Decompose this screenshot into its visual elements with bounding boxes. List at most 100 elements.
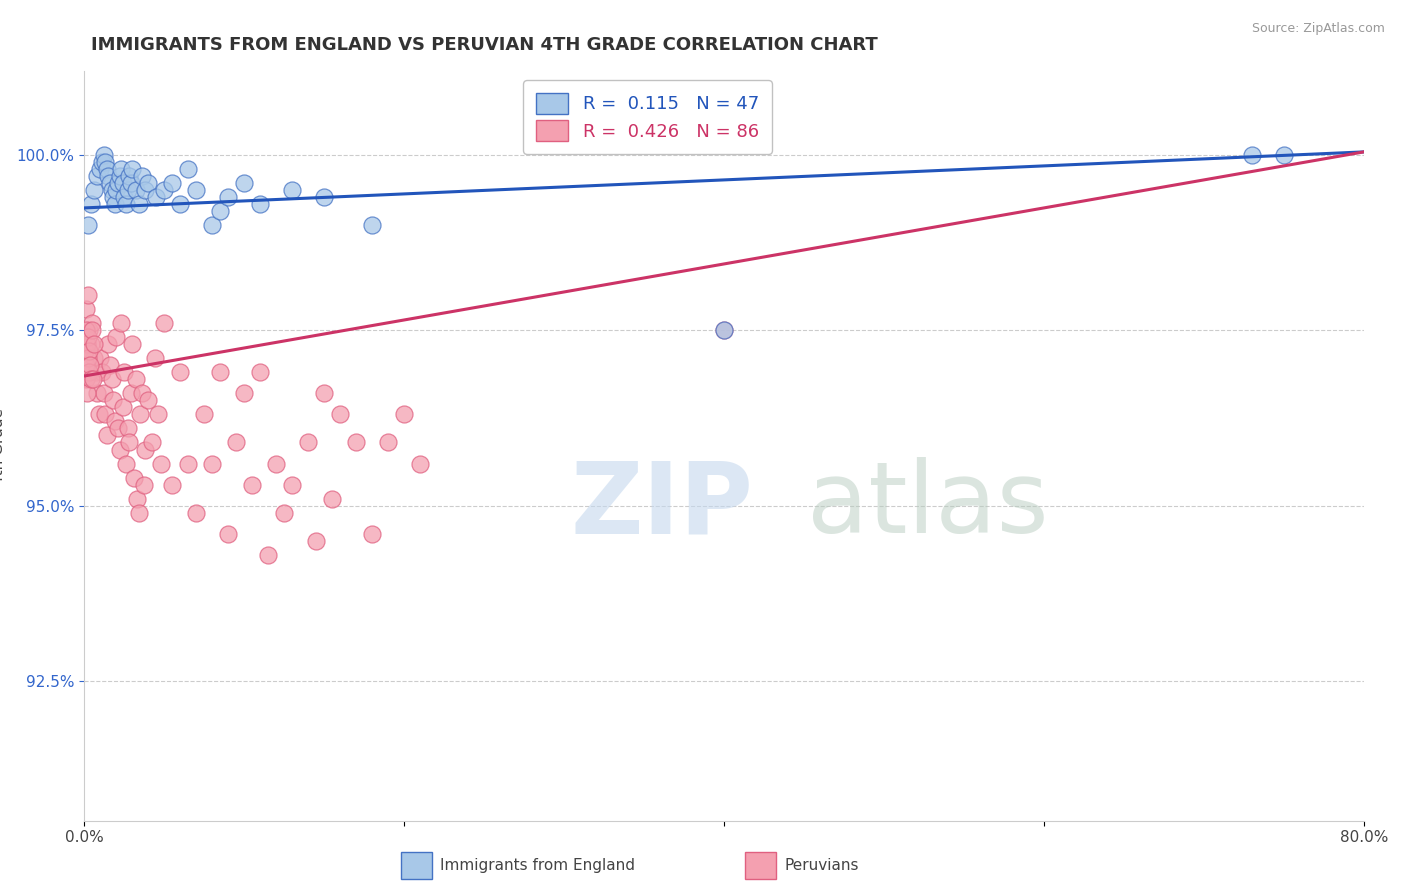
Point: [83, 351, 105, 366]
Point: [153, 183, 176, 197]
Point: [394, 408, 416, 422]
Point: [83, 183, 105, 197]
Point: [249, 197, 271, 211]
Point: [110, 317, 132, 331]
Point: [105, 183, 128, 197]
Point: [107, 177, 129, 191]
Point: [217, 526, 239, 541]
Point: [193, 408, 215, 422]
Point: [264, 457, 288, 471]
Point: [115, 197, 138, 211]
Text: ZIP: ZIP: [571, 458, 754, 555]
Point: [112, 190, 135, 204]
Point: [84, 366, 107, 380]
Point: [138, 393, 160, 408]
Point: [111, 177, 134, 191]
Point: [128, 506, 150, 520]
Point: [94, 155, 117, 169]
Point: [240, 477, 263, 491]
Point: [134, 442, 156, 457]
Point: [80, 372, 103, 386]
Point: [249, 366, 271, 380]
Point: [201, 219, 224, 233]
Point: [97, 337, 120, 351]
Point: [713, 323, 735, 337]
Point: [101, 190, 124, 204]
Point: [118, 169, 141, 184]
Point: [75, 323, 97, 337]
Point: [233, 177, 256, 191]
Point: [82, 323, 104, 337]
Point: [127, 491, 149, 506]
Point: [201, 457, 224, 471]
Point: [186, 506, 208, 520]
Point: [361, 219, 384, 233]
Legend: R =  0.115   N = 47, R =  0.426   N = 86: R = 0.115 N = 47, R = 0.426 N = 86: [523, 80, 772, 153]
Point: [361, 526, 384, 541]
Point: [122, 470, 145, 484]
Point: [217, 190, 239, 204]
Point: [186, 183, 208, 197]
Point: [104, 197, 127, 211]
Point: [169, 197, 191, 211]
Point: [96, 162, 118, 177]
Point: [96, 428, 118, 442]
Point: [124, 183, 146, 197]
Point: [209, 366, 232, 380]
Point: [76, 337, 98, 351]
Point: [82, 317, 104, 331]
Point: [117, 183, 139, 197]
Point: [305, 533, 328, 548]
Point: [141, 435, 163, 450]
Point: [321, 491, 343, 506]
Point: [146, 408, 169, 422]
Point: [314, 190, 336, 204]
Point: [89, 351, 111, 366]
Text: Peruvians: Peruvians: [785, 858, 859, 872]
Point: [104, 415, 127, 429]
Point: [75, 359, 97, 373]
Point: [177, 457, 200, 471]
Point: [108, 442, 131, 457]
Point: [83, 337, 105, 351]
Point: [121, 337, 143, 351]
Point: [98, 359, 121, 373]
Point: [209, 204, 232, 219]
Point: [115, 457, 138, 471]
Point: [79, 359, 101, 373]
Text: Source: ZipAtlas.com: Source: ZipAtlas.com: [1251, 22, 1385, 36]
Point: [409, 457, 432, 471]
Point: [1240, 148, 1263, 162]
Point: [93, 386, 115, 401]
Point: [297, 435, 319, 450]
Point: [153, 317, 176, 331]
Point: [76, 219, 98, 233]
Point: [314, 386, 336, 401]
Point: [124, 372, 146, 386]
Y-axis label: 4th Grade: 4th Grade: [0, 408, 6, 484]
Point: [713, 323, 735, 337]
Text: Immigrants from England: Immigrants from England: [440, 858, 636, 872]
Point: [120, 386, 142, 401]
Point: [131, 386, 153, 401]
Point: [100, 183, 122, 197]
Point: [77, 323, 100, 337]
Point: [98, 177, 121, 191]
Point: [162, 177, 184, 191]
Point: [91, 155, 114, 169]
Point: [132, 477, 155, 491]
Text: atlas: atlas: [807, 458, 1049, 555]
Point: [75, 372, 97, 386]
Point: [329, 408, 352, 422]
Point: [91, 366, 114, 380]
Point: [97, 169, 120, 184]
Point: [344, 435, 367, 450]
Bar: [745, 852, 776, 879]
Point: [121, 162, 143, 177]
Point: [79, 344, 101, 359]
Point: [377, 435, 399, 450]
Point: [138, 177, 160, 191]
Point: [110, 162, 132, 177]
Point: [75, 344, 97, 359]
Point: [143, 351, 166, 366]
